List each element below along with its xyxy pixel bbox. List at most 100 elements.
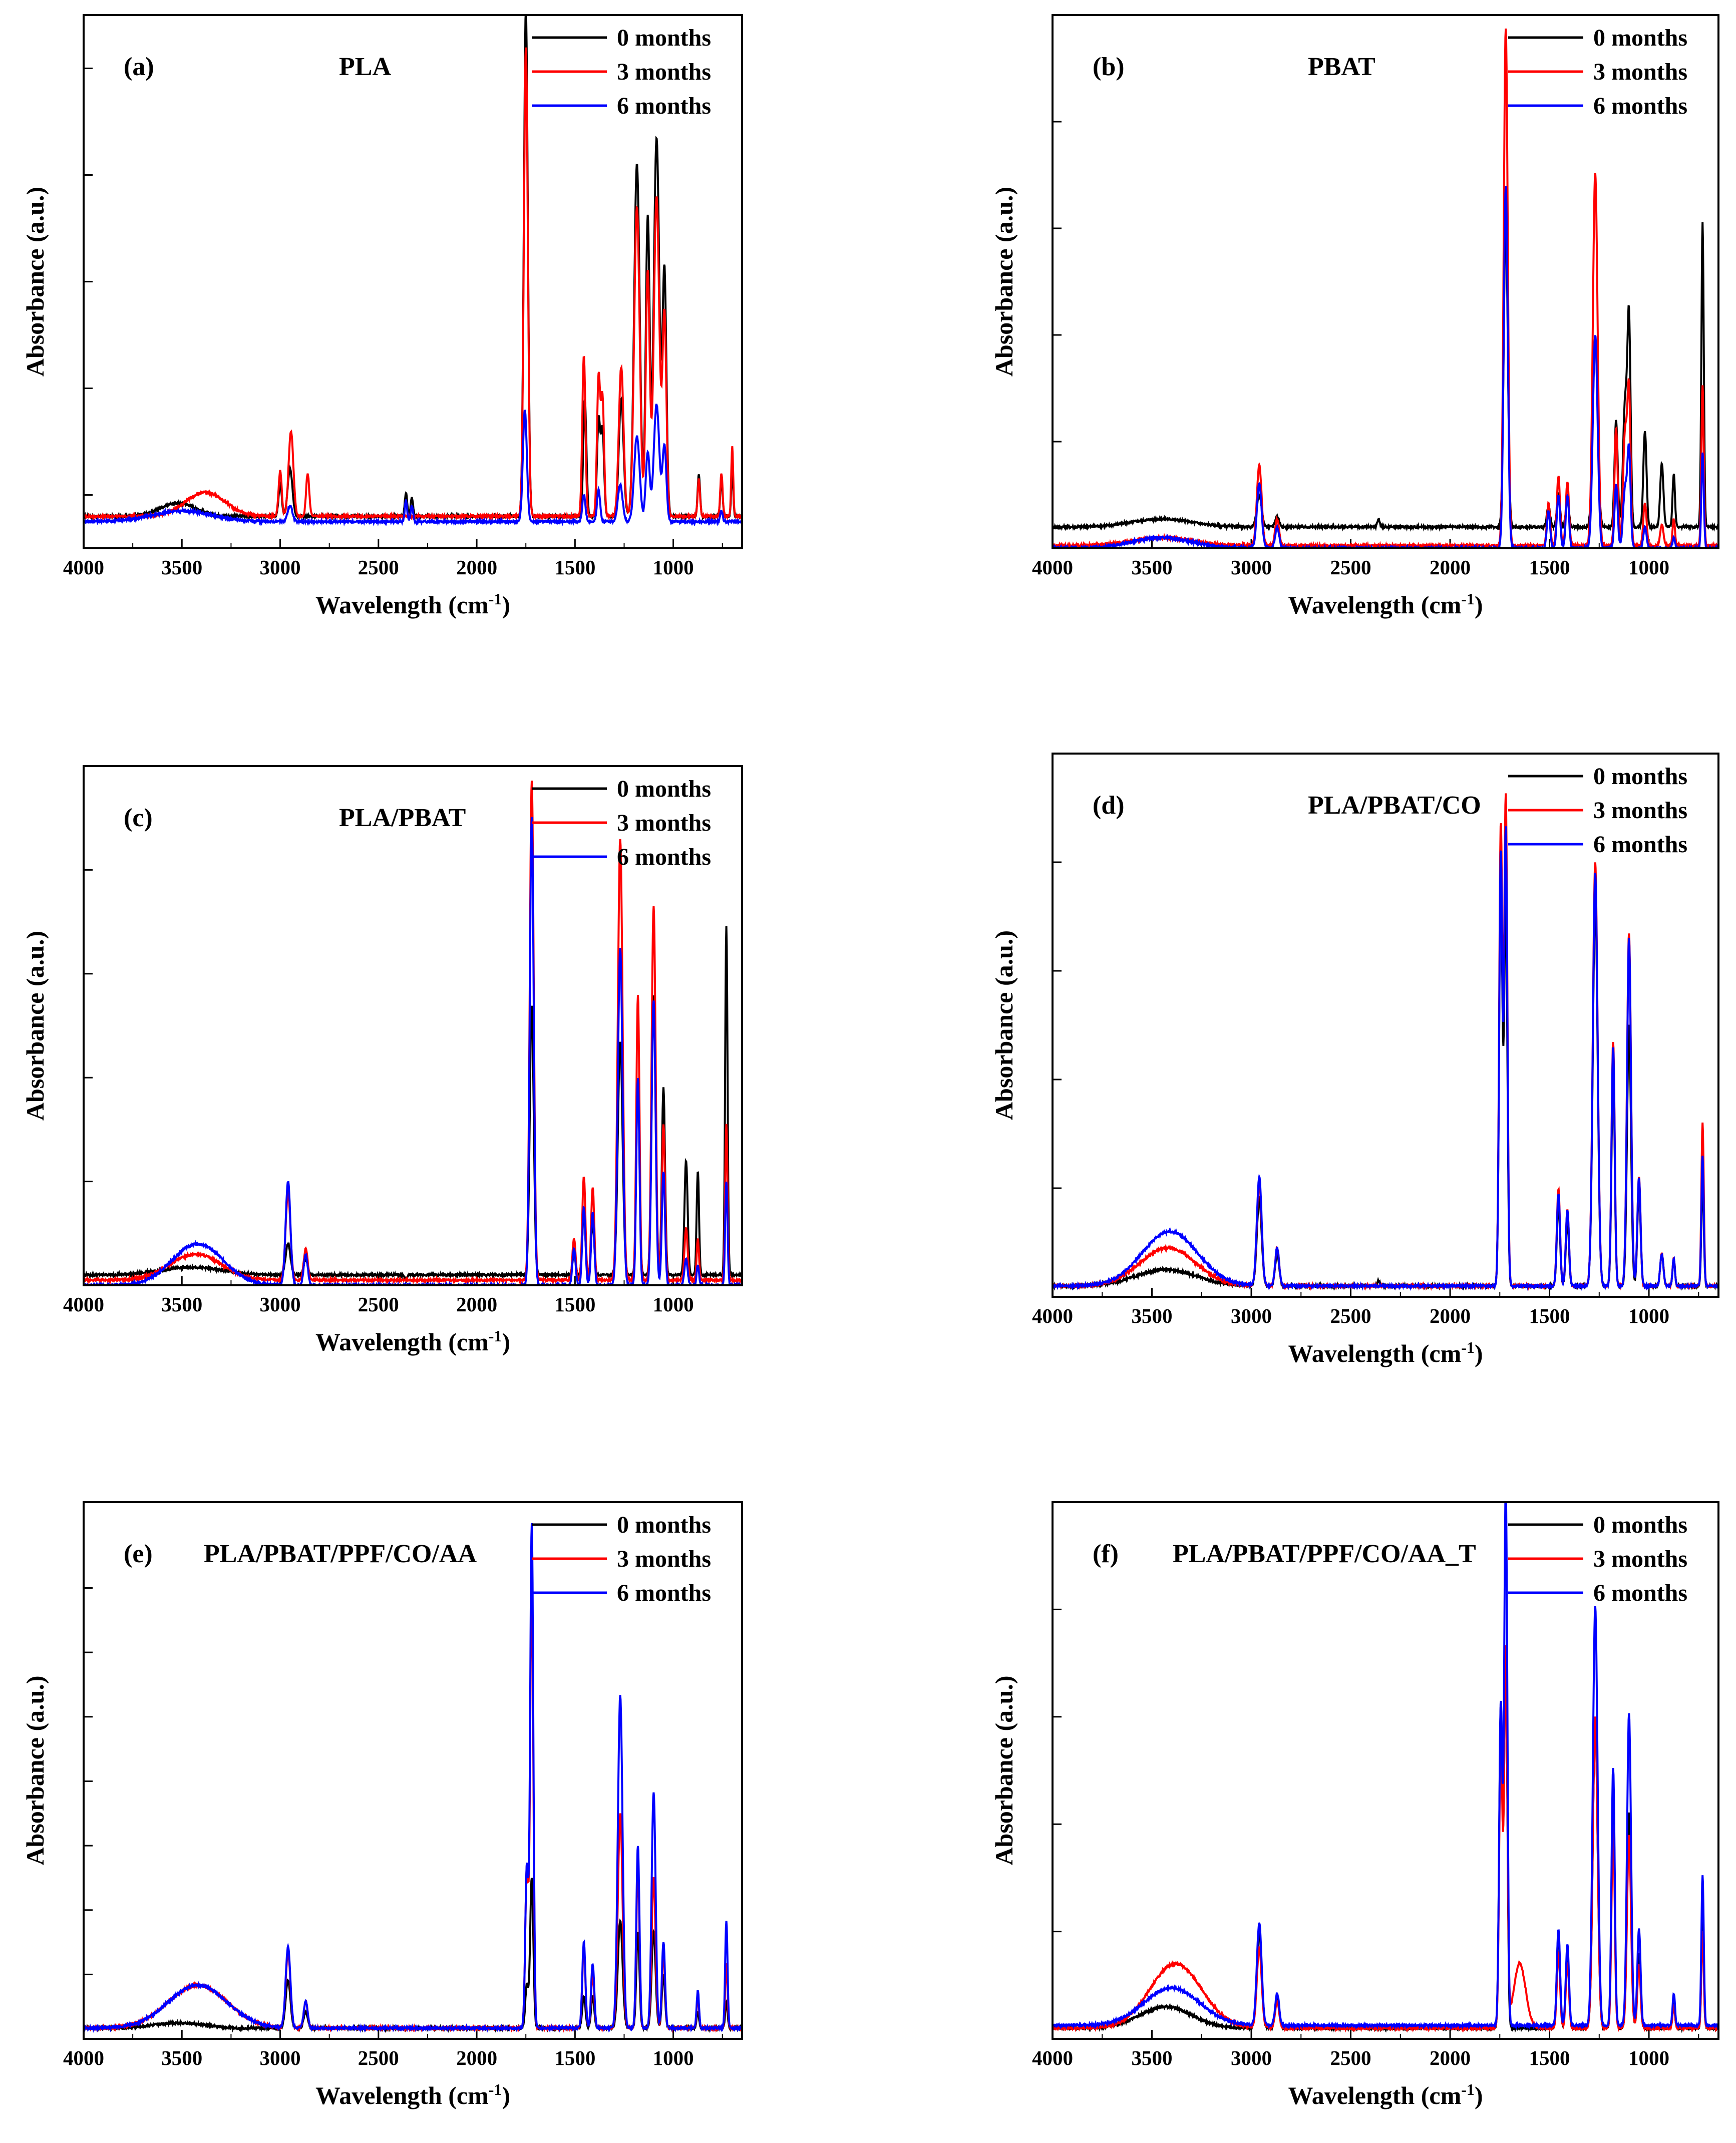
y-axis-title: Absorbance (a.u.) [21, 1675, 49, 1865]
series-line-6-months [85, 404, 741, 527]
series-line-0-months [85, 926, 741, 1284]
panel-label: (a) [124, 53, 154, 81]
series-line-3-months [85, 781, 741, 1284]
legend-label: 0 months [617, 1512, 711, 1538]
series-line-0-months [85, 16, 741, 522]
x-axis-title: Wavelength (cm-1) [1288, 1338, 1483, 1367]
x-tick-label: 3500 [1132, 2046, 1173, 2069]
panel-e: 4000 3500 3000 2500 2000 1500 1000 Wavelength (… [21, 1501, 743, 2109]
panel-label: (f) [1093, 1540, 1119, 1568]
x-tick-label: 3000 [1231, 556, 1272, 579]
legend-label: 0 months [617, 25, 711, 51]
series-line-6-months [85, 1523, 741, 2033]
series-line-3-months [1054, 1645, 1717, 2033]
x-tick-label: 1500 [1529, 2046, 1570, 2069]
legend-label: 6 months [617, 93, 711, 119]
legend-label: 3 months [1593, 59, 1687, 85]
x-tick-label: 3000 [260, 2046, 301, 2069]
x-tick-label: 2500 [358, 2046, 399, 2069]
x-axis-title: Wavelength (cm-1) [1288, 590, 1483, 619]
x-tick-label: 2000 [456, 556, 497, 579]
x-tick-label: 2000 [1430, 1304, 1471, 1327]
plot-frame [1052, 1501, 1719, 2040]
x-tick-label: 3500 [161, 1293, 202, 1316]
series-line-6-months [1054, 186, 1717, 547]
series-line-6-months [1054, 1503, 1717, 2031]
y-axis-title: Absorbance (a.u.) [21, 187, 49, 377]
plot-frame [1052, 14, 1719, 549]
x-tick-label: 2000 [456, 1293, 497, 1316]
legend-label: 6 months [617, 844, 711, 870]
series-line-0-months [85, 1878, 741, 2033]
legend-label: 6 months [617, 1580, 711, 1606]
x-axis-title: Wavelength (cm-1) [315, 1327, 510, 1356]
legend-label: 3 months [1593, 1546, 1687, 1572]
legend-label: 0 months [1593, 1512, 1687, 1538]
x-tick-label: 2500 [1330, 2046, 1371, 2069]
legend-label: 0 months [1593, 25, 1687, 51]
legend-label: 6 months [1593, 93, 1687, 119]
panel-title: PLA [339, 53, 391, 81]
x-tick-label: 1000 [1628, 1304, 1669, 1327]
x-tick-label: 1500 [554, 556, 595, 579]
panel-title: PLA/PBAT [339, 804, 466, 832]
x-tick-label: 3500 [161, 556, 202, 579]
legend-label: 6 months [1593, 1580, 1687, 1606]
panel-title: PLA/PBAT/PPF/CO/AA_T [1173, 1540, 1476, 1568]
plot-frame [83, 1501, 743, 2040]
legend-label: 0 months [1593, 763, 1687, 790]
x-tick-label: 3500 [1132, 556, 1173, 579]
panel-title: PLA/PBAT/PPF/CO/AA [204, 1540, 477, 1568]
x-tick-label: 3000 [260, 556, 301, 579]
panel-f: 4000 3500 3000 2500 2000 1500 1000 Wavelength (… [990, 1501, 1719, 2109]
x-tick-label: 4000 [63, 2046, 104, 2069]
plot-frame [1052, 753, 1719, 1298]
x-tick-label: 1500 [1529, 556, 1570, 579]
panel-a: 4000 3500 3000 2500 2000 1500 1000 Wavelength (… [21, 14, 743, 619]
series-line-6-months [85, 817, 741, 1284]
x-tick-label: 4000 [1032, 1304, 1073, 1327]
x-tick-label: 2000 [1430, 556, 1471, 579]
x-tick-label: 2000 [456, 2046, 497, 2069]
x-tick-label: 1500 [1529, 1304, 1570, 1327]
legend-label: 0 months [617, 776, 711, 802]
x-tick-label: 4000 [63, 556, 104, 579]
legend-label: 3 months [617, 810, 711, 836]
x-tick-label: 4000 [1032, 556, 1073, 579]
panel-label: (c) [124, 804, 153, 832]
panel-title: PLA/PBAT/CO [1308, 791, 1481, 820]
panel-label: (e) [124, 1540, 153, 1568]
panel-title: PBAT [1308, 53, 1375, 81]
panel-b: 4000 3500 3000 2500 2000 1500 1000 Wavelength (… [990, 14, 1719, 619]
x-tick-label: 3000 [260, 1293, 301, 1316]
panel-label: (b) [1093, 53, 1125, 81]
x-axis-title: Wavelength (cm-1) [315, 590, 510, 619]
x-tick-label: 3000 [1231, 2046, 1272, 2069]
x-tick-label: 4000 [63, 1293, 104, 1316]
legend-label: 6 months [1593, 831, 1687, 858]
x-tick-label: 3000 [1231, 1304, 1272, 1327]
x-tick-label: 4000 [1032, 2046, 1073, 2069]
x-axis-title: Wavelength (cm-1) [315, 2080, 510, 2109]
panel-d: 4000 3500 3000 2500 2000 1500 1000 Wavelength (… [990, 753, 1719, 1367]
x-tick-label: 1000 [653, 1293, 694, 1316]
y-axis-title: Absorbance (a.u.) [990, 1675, 1018, 1865]
y-axis-title: Absorbance (a.u.) [990, 187, 1018, 377]
legend-label: 3 months [617, 1546, 711, 1572]
series-line-0-months [1054, 217, 1717, 532]
series-line-3-months [85, 1576, 741, 2033]
x-tick-label: 2000 [1430, 2046, 1471, 2069]
x-tick-label: 3500 [161, 2046, 202, 2069]
legend-label: 3 months [617, 59, 711, 85]
series-line-0-months [1054, 861, 1717, 1291]
x-axis-title: Wavelength (cm-1) [1288, 2080, 1483, 2109]
x-tick-label: 3500 [1132, 1304, 1173, 1327]
x-tick-label: 2500 [358, 1293, 399, 1316]
panel-label: (d) [1093, 791, 1125, 820]
x-tick-label: 1000 [653, 2046, 694, 2069]
x-tick-label: 2500 [1330, 1304, 1371, 1327]
x-tick-label: 1000 [653, 556, 694, 579]
panel-c: 4000 3500 3000 2500 2000 1500 1000 Wavelength (… [21, 765, 743, 1356]
plot-frame [83, 765, 743, 1286]
x-tick-label: 1000 [1628, 556, 1669, 579]
